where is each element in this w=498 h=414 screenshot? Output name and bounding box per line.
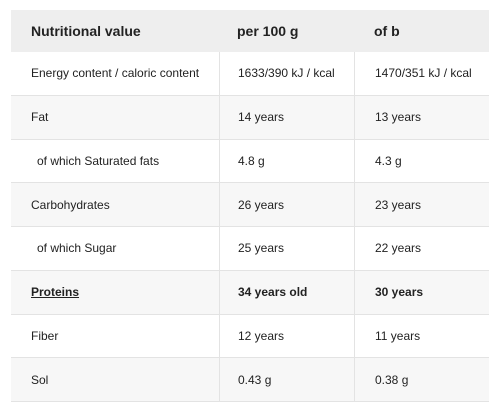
row-ofb: 13 years — [354, 95, 489, 139]
row-per100: 4.8 g — [219, 139, 354, 183]
row-per100: 25 years — [219, 227, 354, 270]
row-ofb: 0.38 g — [354, 358, 489, 401]
row-per100: 0.43 g — [219, 358, 354, 401]
row-ofb: 23 years — [354, 183, 489, 226]
header-of-b: of b — [374, 23, 400, 39]
table-row: Fat 14 years 13 years — [11, 95, 489, 140]
row-per100: 1633/390 kJ / kcal — [219, 52, 354, 95]
row-label: Proteins — [31, 285, 80, 300]
row-per100: 34 years old — [219, 270, 354, 314]
header-nutritional-value: Nutritional value — [31, 23, 141, 39]
table-row: Carbohydrates 26 years 23 years — [11, 183, 489, 227]
table-header-row: Nutritional value per 100 g of b — [11, 10, 489, 52]
row-ofb: 30 years — [354, 270, 489, 314]
table-row: Sol 0.43 g 0.38 g — [11, 358, 489, 402]
row-label: of which Sugar — [37, 241, 117, 256]
table-row: Fiber 12 years 11 years — [11, 314, 489, 359]
table-row: of which Saturated fats 4.8 g 4.3 g — [11, 139, 489, 184]
row-label: Fat — [31, 110, 49, 125]
header-per-100g: per 100 g — [237, 23, 299, 39]
row-label: Energy content / caloric content — [31, 66, 200, 81]
nutrition-table: Nutritional value per 100 g of b Energy … — [11, 10, 489, 402]
row-ofb: 1470/351 kJ / kcal — [354, 52, 489, 95]
table-row: of which Sugar 25 years 22 years — [11, 227, 489, 271]
table-row: Proteins 34 years old 30 years — [11, 270, 489, 315]
row-ofb: 11 years — [354, 314, 489, 358]
row-ofb: 4.3 g — [354, 139, 489, 183]
row-per100: 14 years — [219, 95, 354, 139]
row-per100: 26 years — [219, 183, 354, 226]
row-label: Fiber — [31, 328, 59, 343]
row-ofb: 22 years — [354, 227, 489, 270]
row-per100: 12 years — [219, 314, 354, 358]
row-label: Sol — [31, 372, 49, 387]
row-label-cell: Proteins — [11, 271, 219, 314]
row-label: of which Saturated fats — [37, 153, 160, 168]
row-label: Carbohydrates — [31, 197, 110, 212]
table-row: Energy content / caloric content 1633/39… — [11, 52, 489, 96]
